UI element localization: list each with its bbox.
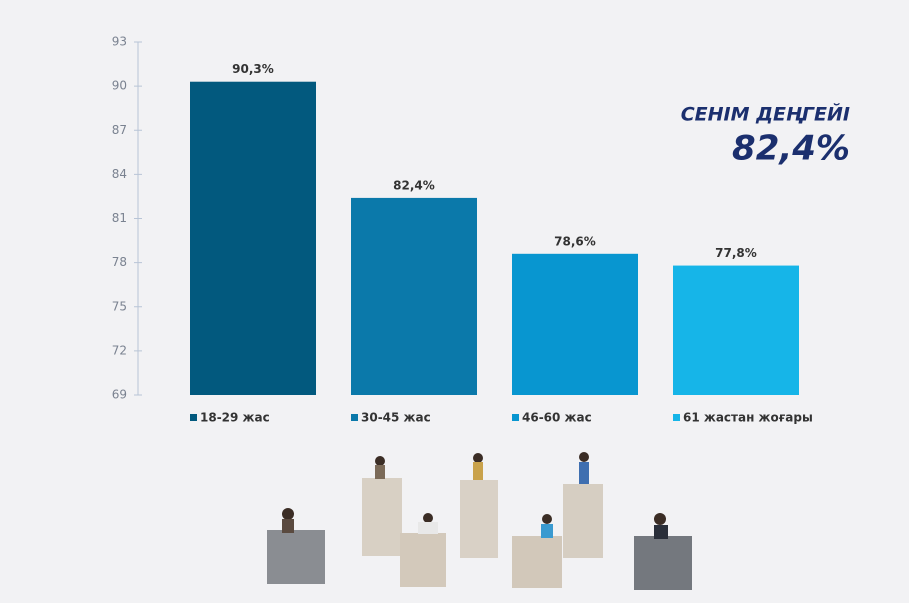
legend-swatch <box>190 414 197 421</box>
bar <box>351 197 477 395</box>
bar <box>190 81 316 396</box>
category-label: 61 жастан жоғары <box>683 411 813 425</box>
category-label: 18-29 жас <box>200 411 270 425</box>
legend-swatch <box>512 414 519 421</box>
value-label: 77,8% <box>715 246 757 260</box>
bar <box>512 253 638 395</box>
y-tick-label: 90 <box>112 79 127 93</box>
y-tick-label: 72 <box>112 343 127 357</box>
value-label: 90,3% <box>232 62 274 76</box>
decorative-photo <box>267 452 692 590</box>
y-tick-label: 81 <box>112 211 127 225</box>
value-label: 78,6% <box>554 234 596 248</box>
legend-swatch <box>351 414 358 421</box>
category-label: 46-60 жас <box>522 411 592 425</box>
legend-swatch <box>673 414 680 421</box>
y-tick-label: 78 <box>112 255 127 269</box>
bar <box>673 265 799 395</box>
category-label: 30-45 жас <box>361 411 431 425</box>
y-tick-label: 69 <box>112 388 127 402</box>
value-label: 82,4% <box>393 178 435 192</box>
y-tick-label: 84 <box>112 167 127 181</box>
annotation-title: СЕНІМ ДЕҢГЕЙІ <box>681 103 850 126</box>
y-tick-label: 87 <box>112 123 127 137</box>
y-tick-label: 75 <box>112 299 127 313</box>
annotation-value: 82,4% <box>732 129 850 169</box>
y-tick-label: 93 <box>112 35 127 49</box>
